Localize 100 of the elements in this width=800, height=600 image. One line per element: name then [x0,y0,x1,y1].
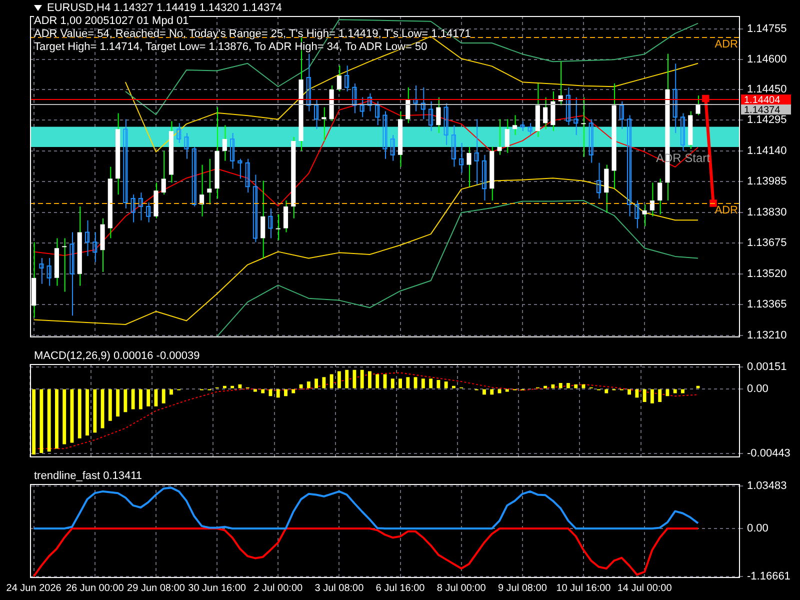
bar [55,389,58,449]
candlestick [680,112,686,152]
bar [284,389,288,396]
y-tick-label: 0.00151 [747,360,787,373]
chart-title: trendline_fast 0.13411 [34,470,142,482]
candlestick [260,180,266,259]
bar [78,389,82,438]
bar [352,370,356,388]
candlestick [528,122,532,136]
bar [32,389,36,454]
candlestick [336,65,342,92]
candlestick [230,132,235,170]
bar [230,386,234,388]
candlestick [497,118,502,156]
bar [696,386,700,388]
bar [360,370,364,388]
bar [162,389,166,404]
candlestick [283,200,288,233]
candlestick [512,114,518,136]
bar [86,389,89,436]
bar [658,389,662,402]
candlestick [420,86,426,120]
candlestick [588,118,594,164]
candlestick [352,82,357,114]
candlestick [367,92,372,112]
bar [452,386,456,388]
candlestick [252,174,258,243]
y-tick-label: 1.13365 [747,298,787,311]
bar [146,389,150,406]
candlestick [550,90,556,132]
candlestick [390,134,395,162]
y-tick-label: 1.14295 [747,114,787,126]
bar [306,382,310,388]
x-tick-label: 2 Jul 00:00 [254,582,304,594]
bar [604,389,608,394]
candlestick [92,232,98,263]
candlestick [596,162,602,200]
bar [406,377,410,388]
candlestick [581,96,586,158]
candlestick [451,124,456,168]
candlestick [650,182,654,217]
candlestick [504,118,510,154]
x-tick-label: 8 Jul 00:00 [436,582,486,594]
bar [322,377,326,388]
candlestick [436,96,441,134]
bar [490,389,494,395]
candlestick [176,122,182,144]
bar [642,389,646,402]
bar [421,378,425,388]
y-tick-label: 1.13985 [747,176,787,188]
candlestick [382,110,388,160]
bar [108,389,112,421]
bar [170,389,173,395]
candlestick [222,124,227,162]
candlestick [238,158,242,180]
x-tick-label: 3 Jul 08:00 [314,582,364,594]
candlestick [574,96,578,136]
candlestick [482,154,487,202]
candlestick [192,146,196,207]
bar [62,389,66,444]
annotation: ADR 1,00 20051027 01 Mpd 01 [34,15,189,27]
bar [558,382,562,388]
y-tick-label: 1.03483 [747,480,787,492]
x-tick-label: 24 Jun 2026 [6,582,62,594]
bar [93,389,97,433]
candlestick [199,164,204,217]
bar [482,389,486,395]
candlestick [46,258,52,286]
candlestick [207,158,212,205]
x-tick-label: 6 Jul 16:00 [376,582,426,594]
bar [368,371,372,388]
candlestick [146,202,151,223]
candlestick [161,150,166,196]
bar [681,389,684,394]
candlestick [642,204,647,227]
bar [376,374,380,388]
candlestick [306,53,311,112]
bar [276,389,280,398]
candlestick [344,65,350,92]
y-tick-label: 1.14450 [747,83,787,96]
candlestick [543,96,548,130]
bar [238,384,242,388]
bar [131,389,135,410]
bar [414,377,418,388]
bar [40,389,44,454]
candlestick [314,98,319,130]
bar [222,386,226,388]
candlestick [268,208,273,239]
chart-title: MACD(12,26,9) 0.00016 -0.00039 [34,350,200,362]
bar [566,382,570,388]
candlestick [428,100,434,132]
candlestick [672,63,678,134]
candlestick [474,118,479,186]
bar [299,384,303,388]
candlestick [520,120,525,132]
candlestick [619,100,624,130]
candlestick [62,238,67,292]
candlestick [39,258,44,284]
bar [398,378,402,388]
bar [444,382,448,388]
